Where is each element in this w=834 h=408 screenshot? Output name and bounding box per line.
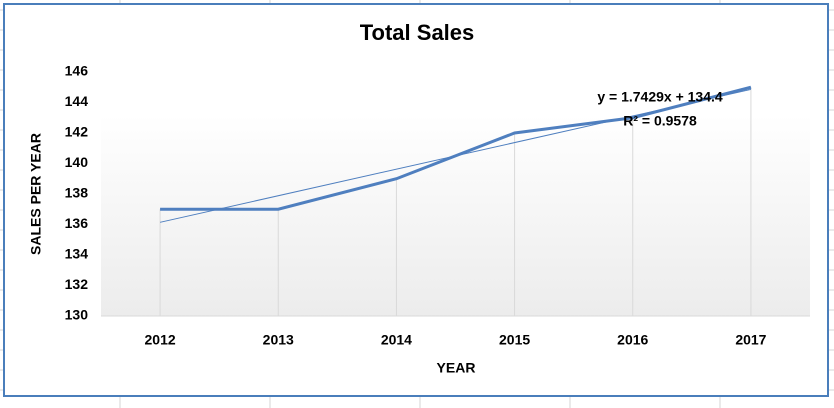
x-tick-label: 2012 (145, 332, 176, 348)
x-tick-label: 2017 (735, 332, 766, 348)
y-tick-label: 138 (65, 185, 89, 201)
y-tick-label: 132 (65, 276, 89, 292)
y-tick-label: 140 (65, 154, 89, 170)
y-tick-label: 130 (65, 307, 89, 323)
trend-equation: y = 1.7429x + 134.4 (597, 89, 723, 105)
x-axis-label: YEAR (437, 360, 476, 376)
y-axis-label: SALES PER YEAR (28, 133, 44, 255)
x-tick-label: 2013 (263, 332, 294, 348)
data-line (160, 85, 752, 211)
y-tick-label: 146 (65, 63, 89, 79)
x-tick-label: 2016 (617, 332, 648, 348)
y-tick-label: 136 (65, 215, 89, 231)
trend-r-squared: R² = 0.9578 (623, 113, 697, 129)
x-tick-label: 2015 (499, 332, 530, 348)
y-tick-label: 142 (65, 124, 89, 140)
y-tick-label: 144 (65, 93, 89, 109)
x-tick-label: 2014 (381, 332, 412, 348)
y-tick-label: 134 (65, 246, 89, 262)
chart-title: Total Sales (360, 20, 475, 45)
plot-background (101, 115, 810, 316)
